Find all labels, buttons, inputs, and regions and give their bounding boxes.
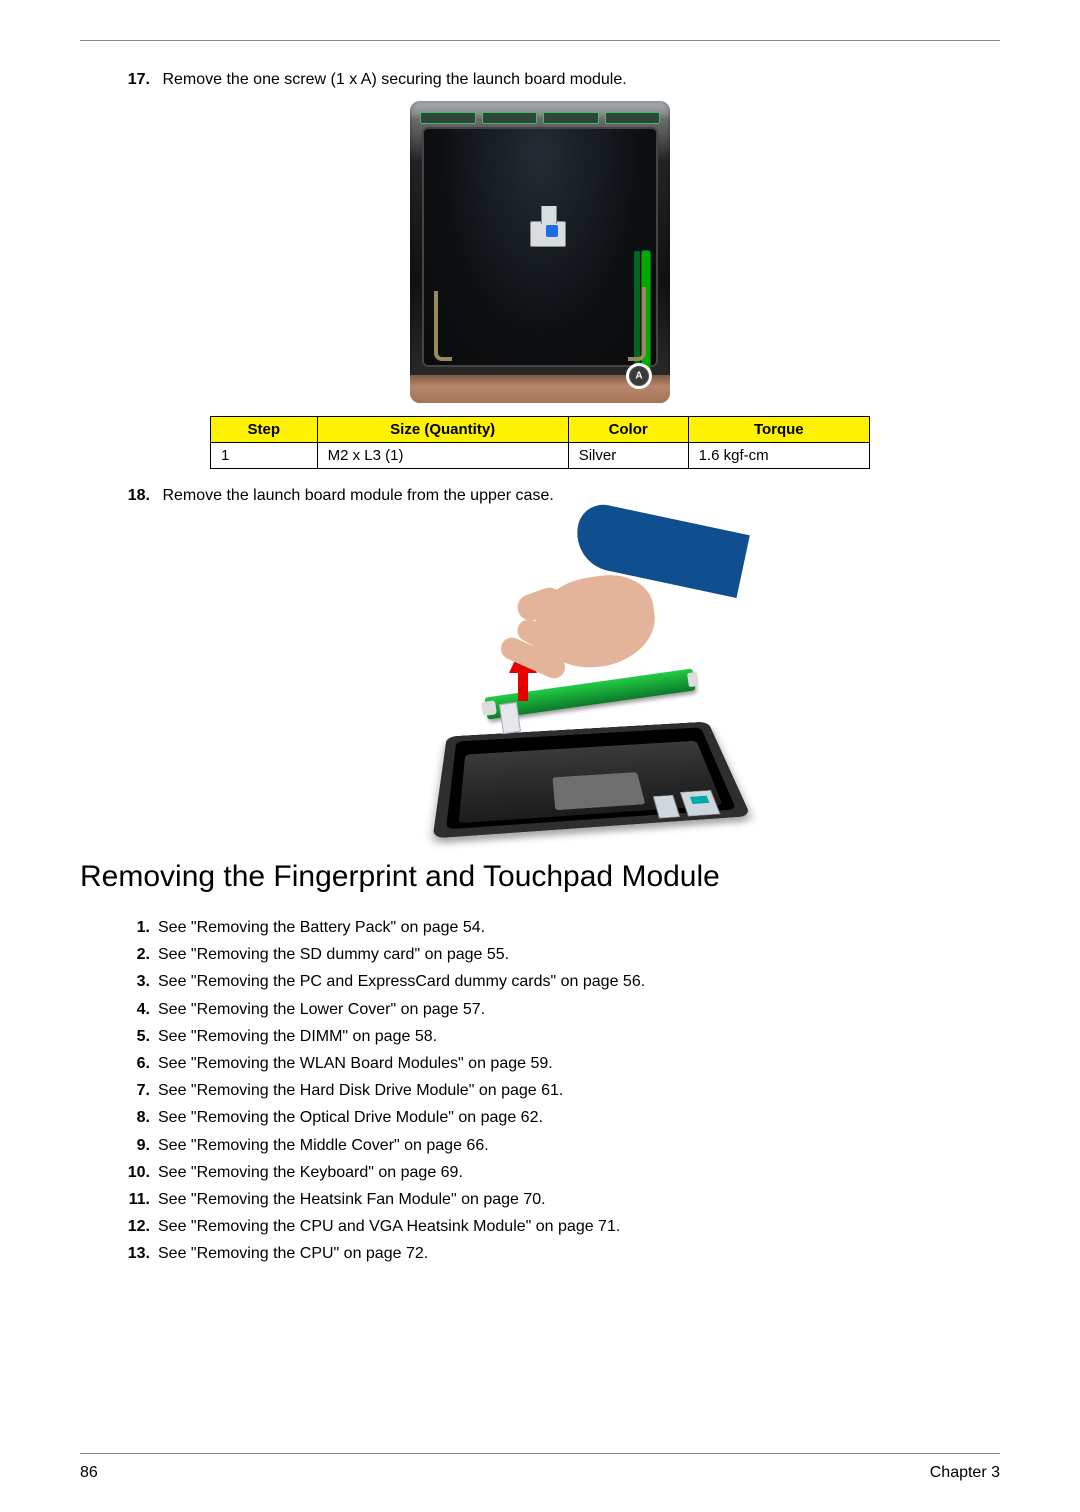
touchpad xyxy=(552,772,645,810)
step-18: 18. Remove the launch board module from … xyxy=(120,487,1000,505)
ref-text: See "Removing the Lower Cover" on page 5… xyxy=(158,1001,485,1018)
reference-step-list: 1. See "Removing the Battery Pack" on pag… xyxy=(120,914,1000,1267)
ref-text: See "Removing the Keyboard" on page 69. xyxy=(158,1164,463,1181)
figure-2-wrap xyxy=(80,517,1000,832)
palmrest-assembly xyxy=(433,722,751,839)
screw-callout-a xyxy=(626,363,652,389)
figure-1-underside-photo xyxy=(410,101,670,403)
step-18-number: 18. xyxy=(120,487,150,505)
ref-text: See "Removing the WLAN Board Modules" on… xyxy=(158,1055,553,1072)
ref-num: 1. xyxy=(120,914,150,941)
list-item: 13. See "Removing the CPU" on page 72. xyxy=(120,1240,1000,1267)
figure-2-remove-board-photo xyxy=(455,517,735,827)
list-item: 6. See "Removing the WLAN Board Modules" … xyxy=(120,1050,1000,1077)
screw-spec-table: Step Size (Quantity) Color Torque 1 M2 x… xyxy=(210,416,870,469)
col-size: Size (Quantity) xyxy=(317,417,568,443)
ref-text: See "Removing the Middle Cover" on page … xyxy=(158,1137,489,1154)
ref-text: See "Removing the CPU" on page 72. xyxy=(158,1245,428,1262)
cell-size: M2 x L3 (1) xyxy=(317,443,568,469)
step-17-number: 17. xyxy=(120,71,150,89)
table-header-row: Step Size (Quantity) Color Torque xyxy=(211,417,870,443)
page-number: 86 xyxy=(80,1464,98,1482)
hand-illustration xyxy=(535,517,735,667)
ref-num: 5. xyxy=(120,1023,150,1050)
list-item: 9. See "Removing the Middle Cover" on pag… xyxy=(120,1132,1000,1159)
ref-num: 8. xyxy=(120,1104,150,1131)
list-item: 3. See "Removing the PC and ExpressCard d… xyxy=(120,968,1000,995)
step-18-text: Remove the launch board module from the … xyxy=(162,487,553,504)
page-footer: 86 Chapter 3 xyxy=(80,1464,1000,1482)
list-item: 5. See "Removing the DIMM" on page 58. xyxy=(120,1023,1000,1050)
ref-num: 10. xyxy=(120,1159,150,1186)
ref-text: See "Removing the SD dummy card" on page… xyxy=(158,946,509,963)
col-torque: Torque xyxy=(688,417,869,443)
ref-text: See "Removing the Optical Drive Module" … xyxy=(158,1109,543,1126)
list-item: 4. See "Removing the Lower Cover" on page… xyxy=(120,996,1000,1023)
bottom-rule xyxy=(80,1453,1000,1454)
step-17: 17. Remove the one screw (1 x A) securin… xyxy=(120,71,1000,89)
ref-num: 4. xyxy=(120,996,150,1023)
ref-text: See "Removing the Battery Pack" on page … xyxy=(158,919,485,936)
col-step: Step xyxy=(211,417,318,443)
list-item: 11. See "Removing the Heatsink Fan Module… xyxy=(120,1186,1000,1213)
list-item: 8. See "Removing the Optical Drive Module… xyxy=(120,1104,1000,1131)
ref-text: See "Removing the CPU and VGA Heatsink M… xyxy=(158,1218,620,1235)
cell-color: Silver xyxy=(568,443,688,469)
top-rule xyxy=(80,40,1000,41)
ref-text: See "Removing the DIMM" on page 58. xyxy=(158,1028,437,1045)
section-title: Removing the Fingerprint and Touchpad Mo… xyxy=(80,860,1000,894)
list-item: 7. See "Removing the Hard Disk Drive Modu… xyxy=(120,1077,1000,1104)
ref-num: 9. xyxy=(120,1132,150,1159)
figure-1-wrap xyxy=(80,101,1000,408)
bracket-right xyxy=(628,287,646,361)
cell-torque: 1.6 kgf-cm xyxy=(688,443,869,469)
cell-step: 1 xyxy=(211,443,318,469)
ref-num: 6. xyxy=(120,1050,150,1077)
ref-num: 7. xyxy=(120,1077,150,1104)
ref-num: 11. xyxy=(120,1186,150,1213)
ref-num: 12. xyxy=(120,1213,150,1240)
chapter-label: Chapter 3 xyxy=(930,1464,1000,1482)
ref-text: See "Removing the PC and ExpressCard dum… xyxy=(158,973,645,990)
ref-num: 2. xyxy=(120,941,150,968)
list-item: 1. See "Removing the Battery Pack" on pag… xyxy=(120,914,1000,941)
list-item: 2. See "Removing the SD dummy card" on pa… xyxy=(120,941,1000,968)
bracket-left xyxy=(434,291,452,361)
ref-text: See "Removing the Heatsink Fan Module" o… xyxy=(158,1191,546,1208)
ref-text: See "Removing the Hard Disk Drive Module… xyxy=(158,1082,563,1099)
list-item: 10. See "Removing the Keyboard" on page 6… xyxy=(120,1159,1000,1186)
blue-chip xyxy=(546,225,558,237)
board-edge-decor xyxy=(420,107,660,129)
ref-num: 13. xyxy=(120,1240,150,1267)
ref-num: 3. xyxy=(120,968,150,995)
col-color: Color xyxy=(568,417,688,443)
list-item: 12. See "Removing the CPU and VGA Heatsin… xyxy=(120,1213,1000,1240)
table-row: 1 M2 x L3 (1) Silver 1.6 kgf-cm xyxy=(211,443,870,469)
step-17-text: Remove the one screw (1 x A) securing th… xyxy=(162,71,626,88)
